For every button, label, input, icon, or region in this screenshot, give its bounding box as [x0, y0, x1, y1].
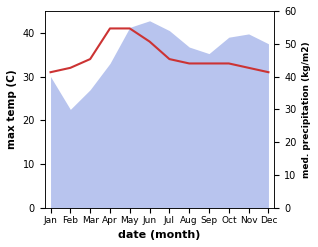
Y-axis label: max temp (C): max temp (C) — [7, 70, 17, 149]
Y-axis label: med. precipitation (kg/m2): med. precipitation (kg/m2) — [302, 41, 311, 178]
X-axis label: date (month): date (month) — [118, 230, 201, 240]
